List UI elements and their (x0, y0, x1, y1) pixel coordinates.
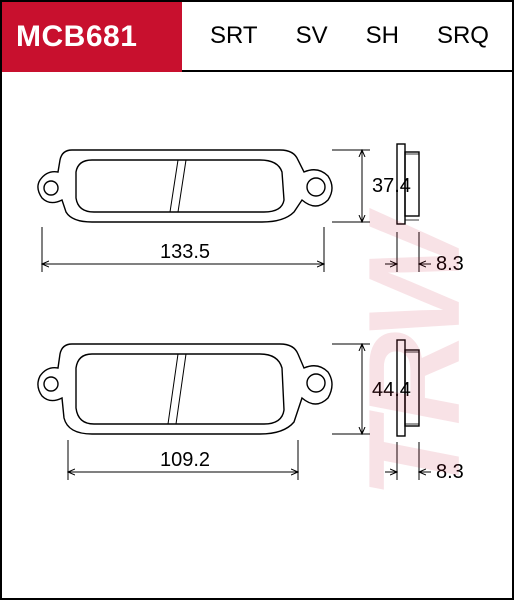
header: MCB681 SRT SV SH SRQ (2, 2, 512, 72)
dim-top-thickness (385, 232, 431, 272)
dim-top-width-value: 133.5 (160, 241, 210, 263)
variant-sv: SV (296, 22, 328, 50)
header-variants: SRT SV SH SRQ (182, 2, 512, 72)
dim-top-thickness-value: 8.3 (436, 253, 464, 275)
dim-bottom-width-value: 109.2 (160, 449, 210, 471)
header-left: MCB681 (2, 2, 182, 72)
dim-bottom-height (332, 344, 370, 434)
dim-top-height-value: 37.4 (372, 175, 411, 197)
diagram-svg: 37.4 133.5 8.3 (2, 72, 512, 598)
variant-srq: SRQ (437, 22, 489, 50)
dim-bottom-thickness-value: 8.3 (436, 461, 464, 483)
dim-top-height (332, 150, 370, 222)
dim-bottom-height-value: 44.4 (372, 379, 411, 401)
variant-srt: SRT (210, 22, 258, 50)
dim-bottom-thickness (385, 442, 431, 480)
drawing-canvas: 37.4 133.5 8.3 (2, 72, 512, 598)
variant-sh: SH (366, 22, 399, 50)
pad-top-front (38, 150, 332, 222)
part-number: MCB681 (16, 20, 137, 54)
pad-bottom-front (38, 344, 332, 434)
